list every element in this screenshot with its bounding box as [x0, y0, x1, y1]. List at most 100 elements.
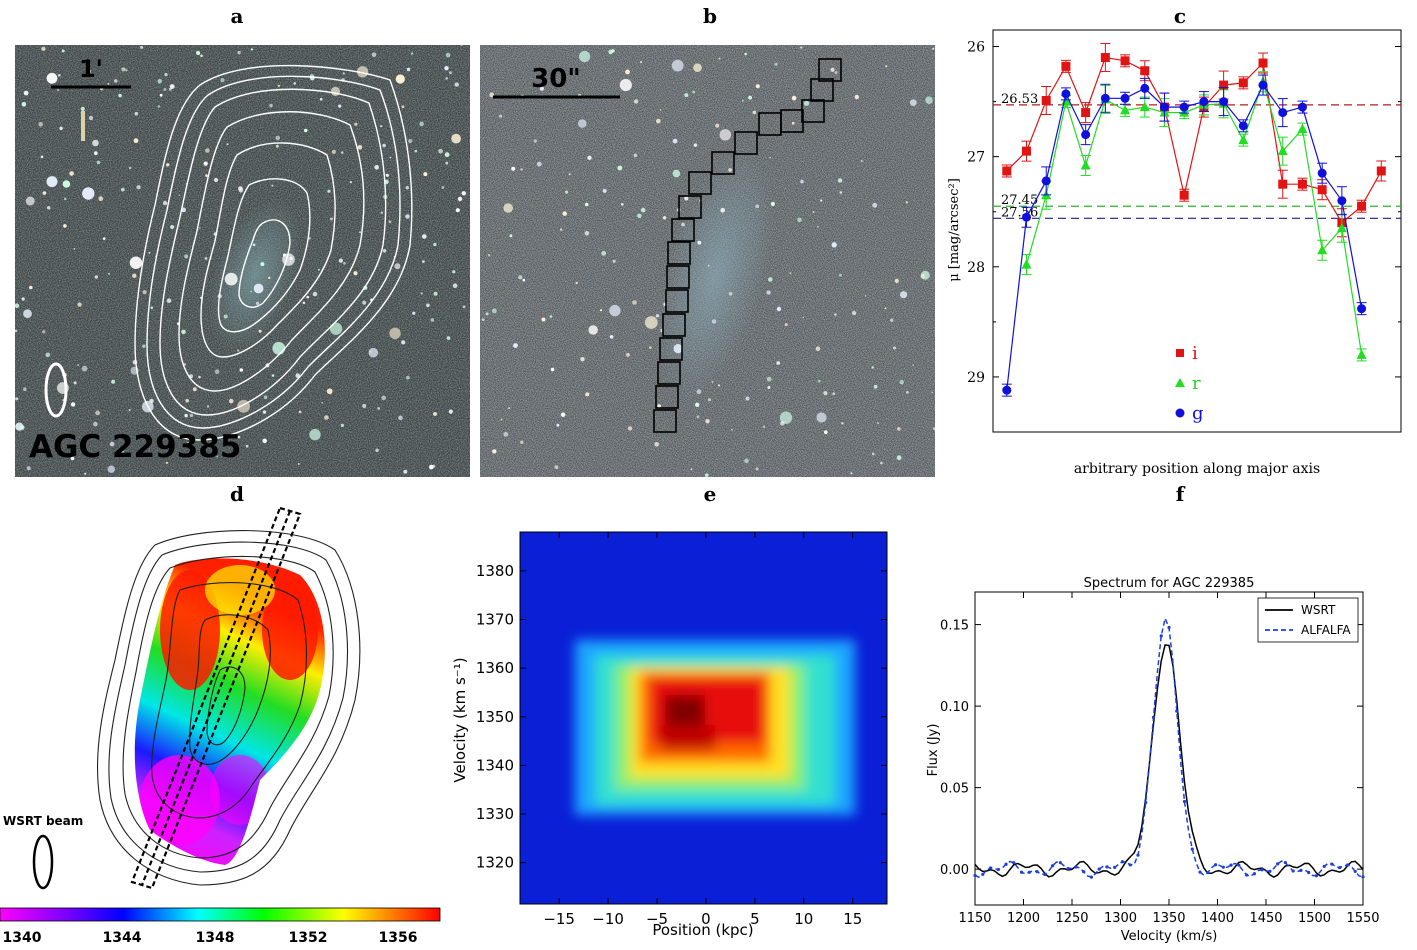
star: [831, 242, 837, 248]
star: [784, 323, 788, 326]
panel-f-point-ALFALFA: [1314, 874, 1319, 878]
star: [522, 278, 526, 282]
star: [492, 449, 497, 454]
star: [70, 456, 75, 461]
star: [258, 329, 262, 333]
panel-c-point-r: [1238, 134, 1249, 145]
profile-box: [810, 78, 834, 102]
star: [580, 357, 585, 362]
star: [481, 318, 485, 321]
star: [169, 84, 175, 89]
star: [23, 90, 29, 96]
panel-e-ytick: 1340: [476, 756, 514, 774]
star: [718, 384, 720, 387]
star: [462, 305, 466, 309]
star: [579, 50, 591, 63]
star: [602, 188, 607, 193]
star: [731, 428, 733, 431]
panel-letter-f: f: [1175, 482, 1185, 506]
star: [192, 387, 197, 392]
panel-c-hline-label-0: 26.53: [1001, 92, 1038, 107]
panel-c-point-i: [1238, 78, 1248, 88]
panel-c-point-i: [1100, 53, 1110, 63]
panel-f-point-ALFALFA: [1120, 860, 1125, 864]
star: [94, 275, 99, 279]
star: [520, 440, 524, 444]
star: [768, 277, 773, 282]
panel-b-optical-image: 30": [480, 45, 935, 477]
panel-d-svg: WSRT beam 1340 1344 1348 1352 1356: [0, 506, 441, 946]
star: [500, 418, 503, 421]
star: [268, 276, 271, 280]
star: [851, 310, 857, 316]
star: [178, 194, 181, 196]
star: [220, 78, 225, 83]
panel-c-point-g: [1179, 102, 1189, 112]
star: [45, 352, 51, 358]
panel-f-xtick: 1350: [1152, 911, 1185, 926]
panel-e-ytick: 1350: [476, 708, 514, 726]
star: [619, 78, 632, 92]
star: [107, 465, 116, 473]
star: [380, 125, 383, 128]
panel-letter-e: e: [703, 482, 717, 506]
colorbar-tick-1348: 1348: [196, 930, 235, 946]
panel-c-point-i: [1219, 80, 1229, 90]
panel-c-point-g: [1120, 93, 1130, 103]
star: [533, 139, 537, 143]
star: [42, 191, 47, 195]
star: [224, 272, 238, 286]
star: [341, 151, 344, 154]
star: [405, 186, 409, 190]
star: [408, 138, 413, 144]
star: [303, 128, 308, 133]
panel-f-point-ALFALFA: [1066, 866, 1070, 871]
star: [834, 313, 837, 316]
panel-f-ylabel: Flux (Jy): [926, 724, 941, 777]
star: [877, 422, 879, 424]
star: [42, 330, 46, 334]
star: [237, 50, 241, 55]
star: [800, 179, 804, 184]
star: [26, 466, 31, 471]
panel-f-point-ALFALFA: [1353, 869, 1357, 874]
panel-c-legend-r: r: [1192, 373, 1201, 394]
star: [58, 74, 61, 77]
panel-c-point-i: [1357, 201, 1367, 211]
panel-c-point-i: [1278, 179, 1288, 189]
star: [41, 46, 46, 51]
star: [162, 200, 168, 206]
panel-b-stars: [481, 46, 935, 477]
star: [612, 259, 616, 263]
star: [84, 472, 87, 475]
star: [382, 143, 386, 148]
star: [362, 300, 367, 305]
star: [340, 423, 344, 427]
star: [588, 325, 598, 335]
panel-c-point-r: [1336, 222, 1347, 233]
panel-f-xtick: 1300: [1104, 911, 1137, 926]
panel-f-point-ALFALFA: [1299, 868, 1303, 872]
panel-f-point-ALFALFA: [1089, 875, 1093, 879]
star: [368, 347, 379, 358]
star: [508, 407, 511, 410]
star: [40, 155, 44, 159]
star: [23, 309, 32, 319]
star: [253, 283, 264, 294]
star: [920, 273, 926, 279]
panel-f-xtick: 1200: [1007, 911, 1040, 926]
star: [839, 191, 843, 194]
star: [550, 367, 555, 372]
star: [444, 66, 449, 71]
star: [93, 151, 98, 156]
star: [536, 161, 542, 167]
panel-e-xtick: −15: [543, 910, 575, 928]
star: [449, 71, 452, 75]
star: [755, 467, 759, 471]
star: [271, 184, 274, 187]
star: [697, 240, 702, 245]
star: [649, 346, 652, 349]
star: [140, 45, 144, 49]
star: [762, 425, 766, 428]
star: [854, 94, 859, 100]
